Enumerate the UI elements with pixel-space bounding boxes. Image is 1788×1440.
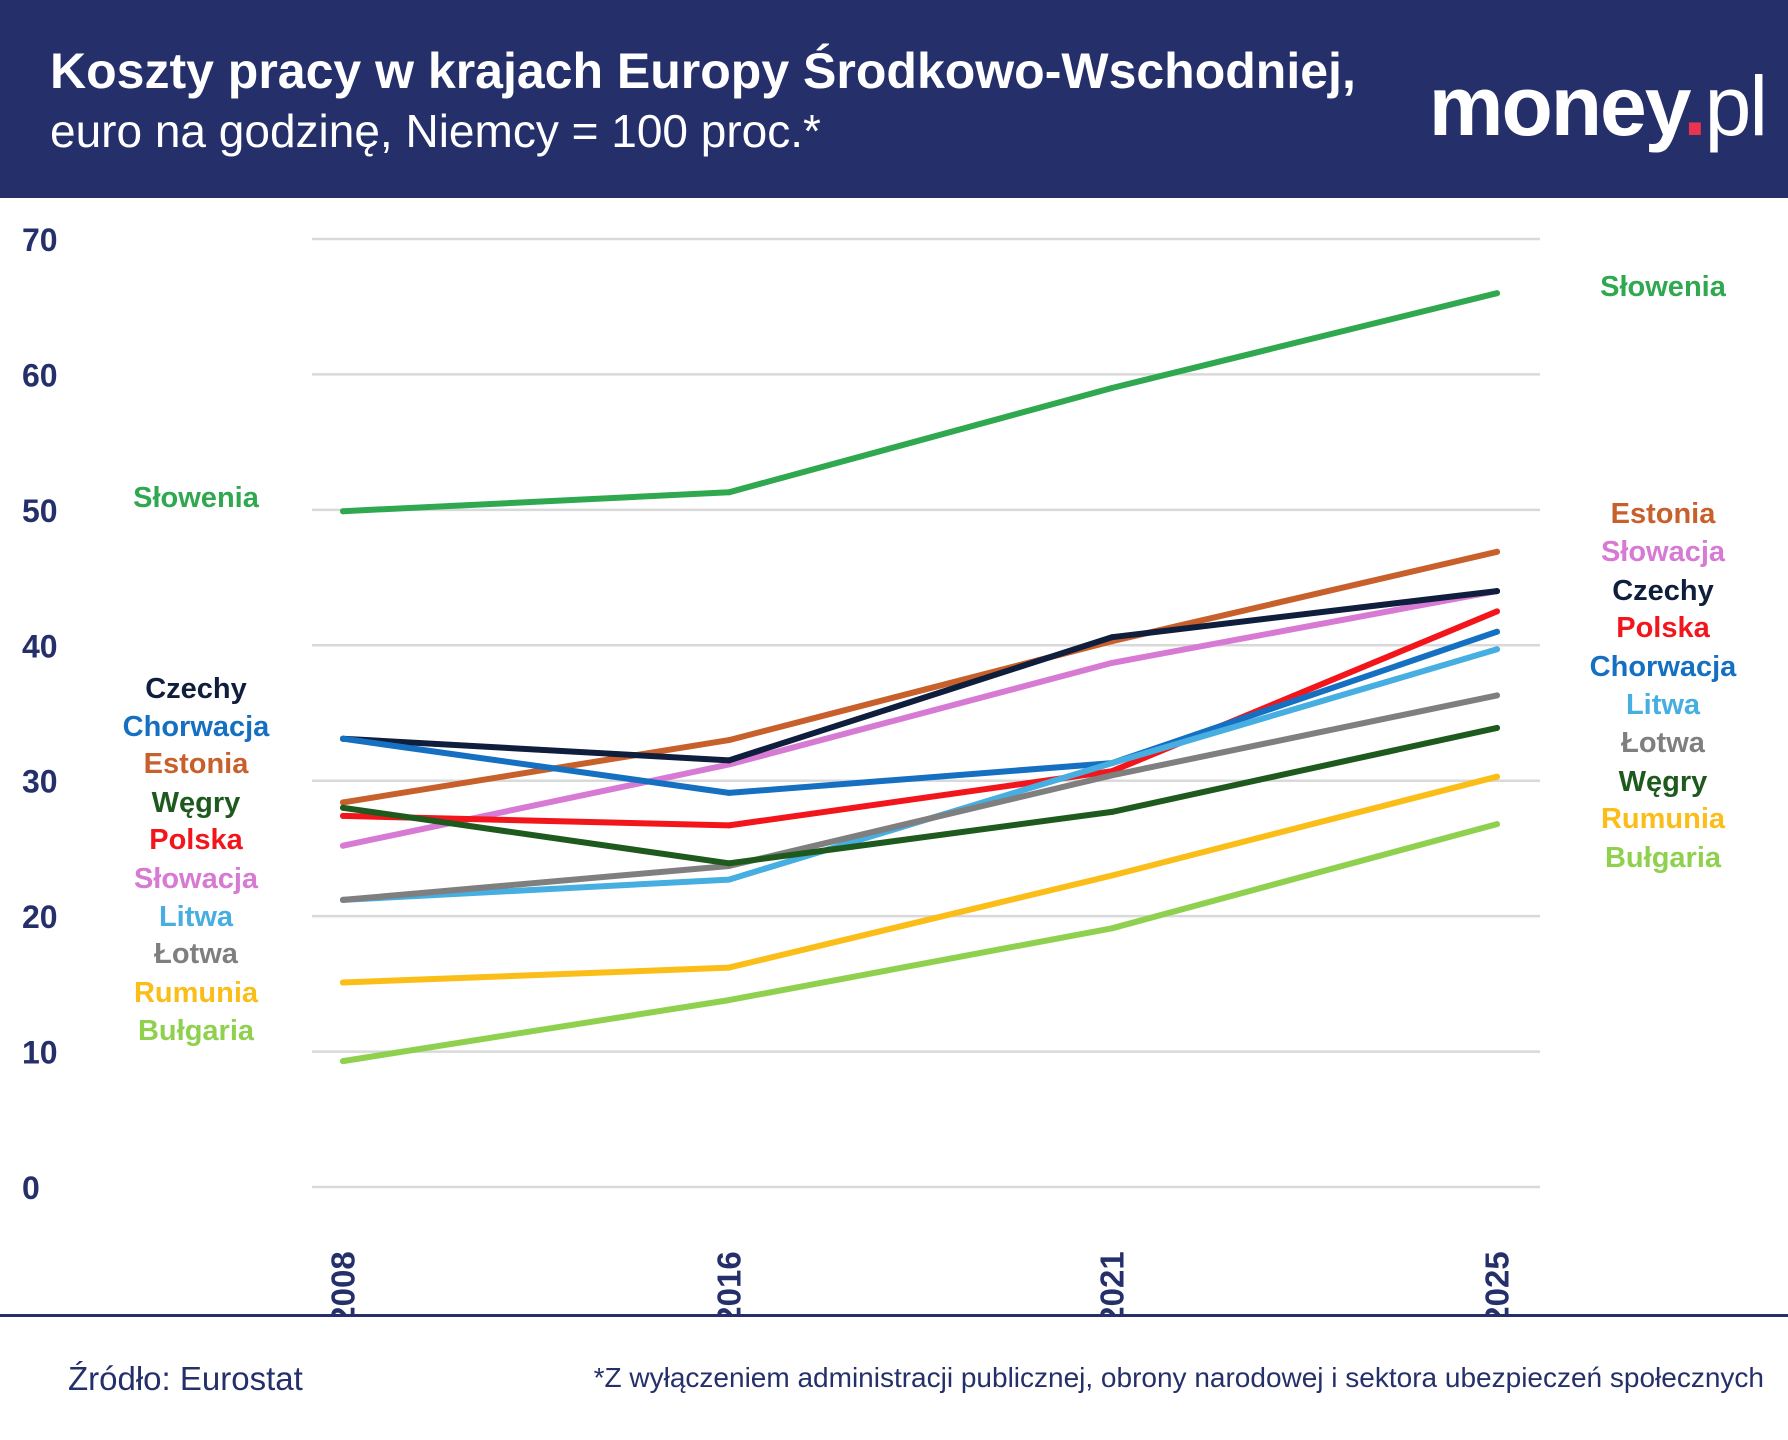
- series-point: [1109, 634, 1115, 641]
- right-label: Rumunia: [1601, 803, 1726, 835]
- series-point: [726, 789, 732, 796]
- chart-subtitle: euro na godzinę, Niemcy = 100 proc.*: [50, 105, 821, 157]
- left-label: Łotwa: [154, 938, 239, 970]
- left-label: Chorwacja: [123, 711, 271, 743]
- series-point: [1494, 821, 1500, 828]
- logo-suffix-text: pl: [1704, 59, 1768, 153]
- series-point: [340, 804, 346, 811]
- footer-divider: [0, 1314, 1788, 1317]
- series-line-Chorwacja: [340, 628, 1500, 796]
- series-lines: [340, 290, 1500, 1065]
- series-line-Estonia: [340, 548, 1500, 806]
- series-point: [1494, 646, 1500, 653]
- chart-title: Koszty pracy w krajach Europy Środkowo-W…: [50, 43, 1356, 99]
- left-label: Słowenia: [133, 482, 260, 514]
- left-label: Rumunia: [134, 977, 259, 1009]
- series-point: [726, 822, 732, 829]
- series-point: [340, 735, 346, 742]
- series-point: [1109, 385, 1115, 391]
- series-point: [340, 979, 346, 986]
- logo-main-text: money: [1428, 59, 1686, 153]
- series-point: [340, 896, 346, 903]
- series-point: [1494, 628, 1500, 635]
- series-line-Słowacja: [340, 588, 1500, 849]
- y-tick-label: 50: [22, 493, 58, 529]
- money-pl-logo: money.pl: [1428, 58, 1768, 155]
- right-label: Czechy: [1612, 575, 1714, 607]
- x-tick-label: 2016: [711, 1251, 748, 1314]
- right-label: Węgry: [1619, 766, 1708, 798]
- series-line-Węgry: [340, 724, 1500, 867]
- y-tick-label: 20: [22, 899, 58, 935]
- series-point: [726, 964, 732, 971]
- x-tick-label: 2025: [1479, 1251, 1516, 1314]
- series-line-Czechy: [340, 588, 1500, 764]
- right-label: Bułgaria: [1605, 842, 1722, 874]
- right-label: Łotwa: [1621, 727, 1706, 759]
- series-point: [340, 1058, 346, 1065]
- series-point: [340, 508, 346, 515]
- series-point: [1109, 872, 1115, 879]
- series-point: [1494, 773, 1500, 780]
- grid-lines: [312, 237, 1540, 1189]
- series-line-Polska: [340, 608, 1500, 829]
- y-tick-label: 0: [22, 1170, 40, 1206]
- series-point: [726, 489, 732, 496]
- left-label: Węgry: [152, 787, 241, 819]
- logo-dot: .: [1683, 59, 1706, 153]
- series-point: [726, 860, 732, 867]
- series-point: [1109, 760, 1115, 767]
- series-point: [726, 997, 732, 1004]
- left-label: Bułgaria: [138, 1015, 255, 1047]
- series-point: [1494, 692, 1500, 699]
- x-tick-label: 2021: [1094, 1251, 1131, 1314]
- y-tick-label: 60: [22, 357, 58, 393]
- series-point: [726, 876, 732, 883]
- series-point: [726, 737, 732, 744]
- footnote: *Z wyłączeniem administracji publicznej,…: [593, 1362, 1764, 1393]
- series-point: [726, 757, 732, 764]
- series-point: [1109, 772, 1115, 779]
- series-point: [1494, 724, 1500, 731]
- series-point: [340, 812, 346, 819]
- series-line-Bułgaria: [340, 821, 1500, 1065]
- series-line-Rumunia: [340, 773, 1500, 986]
- right-label: Polska: [1616, 612, 1710, 644]
- series-point: [340, 799, 346, 806]
- left-series-labels: Słowenia Czechy Chorwacja Estonia Węgry Polsk…: [123, 482, 271, 1047]
- y-tick-label: 40: [22, 628, 58, 664]
- right-label: Estonia: [1611, 498, 1717, 530]
- left-label: Estonia: [144, 748, 250, 780]
- left-label: Litwa: [159, 901, 234, 933]
- header-banner: Koszty pracy w krajach Europy Środkowo-W…: [0, 0, 1788, 198]
- y-tick-label: 70: [22, 222, 58, 258]
- series-point: [1109, 925, 1115, 932]
- right-label: Słowacja: [1601, 536, 1726, 568]
- series-point: [1109, 659, 1115, 666]
- series-line-Słowenia: [340, 290, 1500, 515]
- x-tick-label: 2008: [325, 1251, 362, 1314]
- left-label: Polska: [149, 824, 243, 856]
- right-label: Chorwacja: [1590, 651, 1738, 683]
- left-label: Czechy: [145, 673, 247, 705]
- right-series-labels: Słowenia Estonia Słowacja Czechy Polska Chorw…: [1590, 271, 1738, 874]
- series-point: [340, 842, 346, 849]
- series-point: [1494, 548, 1500, 555]
- series-point: [1494, 290, 1500, 297]
- y-tick-label: 30: [22, 764, 58, 800]
- series-line-Łotwa: [340, 692, 1500, 903]
- series-point: [1494, 588, 1500, 595]
- left-label: Słowacja: [134, 863, 259, 895]
- series-point: [1494, 608, 1500, 615]
- series-point: [1109, 808, 1115, 815]
- x-axis-ticks: 2008 2016 2021 2025: [325, 1251, 1516, 1314]
- right-label: Słowenia: [1600, 271, 1727, 303]
- line-chart: 0 10 20 30 40 50 60 70 2008 2016 2021 2025 Słoweni…: [22, 222, 1738, 1314]
- source-note: Źródło: Eurostat: [68, 1360, 303, 1397]
- y-axis-ticks: 0 10 20 30 40 50 60 70: [22, 222, 58, 1206]
- right-label: Litwa: [1626, 689, 1701, 721]
- y-tick-label: 10: [22, 1035, 58, 1071]
